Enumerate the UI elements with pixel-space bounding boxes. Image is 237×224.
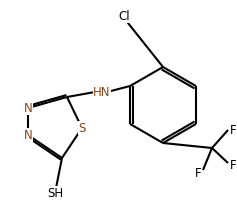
Text: S: S	[78, 121, 86, 134]
Text: F: F	[230, 123, 236, 136]
Text: HN: HN	[93, 86, 111, 99]
Text: F: F	[195, 166, 201, 179]
Text: F: F	[230, 159, 236, 172]
Text: N: N	[24, 101, 32, 114]
Text: SH: SH	[47, 187, 63, 200]
Text: Cl: Cl	[118, 9, 130, 22]
Text: N: N	[24, 129, 32, 142]
